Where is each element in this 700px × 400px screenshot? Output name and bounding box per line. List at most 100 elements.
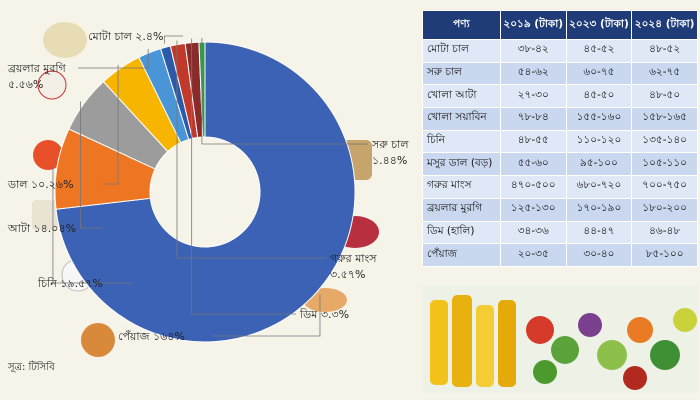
table-cell: ডিম (হালি) — [422, 220, 501, 245]
table-cell: ৯৫-১০০ — [565, 152, 633, 177]
leader-line — [103, 64, 119, 185]
table-cell: গরুর মাংস — [422, 175, 501, 199]
slice-name: মোটা চাল — [88, 30, 133, 43]
table-row: চিনি ৪৮-৫৫ ১১০-১২০ ১৩৫-১৪০ — [422, 129, 698, 154]
slice-name: গরুর মাংস — [330, 252, 377, 265]
table-cell: ১২৫-১৩০ — [499, 197, 567, 222]
leader-line — [78, 48, 149, 69]
table-row: ডিম (হালি) ৩৪-৩৬ ৪৪-৪৭ ৪৬-৪৮ — [422, 220, 698, 245]
table-cell: ৪৮-৫০ — [631, 84, 698, 109]
slice — [55, 41, 356, 343]
table-cell: ১০৫-১১০ — [631, 152, 698, 177]
oil-bottle — [498, 300, 516, 387]
table-cell: খোলা আটা — [422, 84, 501, 109]
table-cell: ৪৮-৫২ — [631, 39, 698, 63]
table-row: পেঁয়াজ ২০-৩৫ ৩০-৪০ ৮৫-১০০ — [422, 243, 698, 267]
table-cell: ৩০-৪০ — [565, 243, 633, 267]
slice-value: ১৬৪% — [153, 330, 185, 343]
slice-value: ৫.৫৬% — [8, 78, 43, 91]
table-cell: খোলা সয়াবিন — [422, 107, 501, 131]
table-cell: ১১০-১২০ — [565, 129, 633, 154]
table-cell: মসুর ডাল (বড়) — [422, 152, 501, 177]
table-row: খোলা সয়াবিন ৭৮-৮৪ ১৫৫-১৬০ ১৫৮-১৬৫ — [422, 107, 698, 131]
slice-label: আটা ১৪.০৪% — [7, 222, 76, 235]
table-cell: ২০-৩৫ — [499, 243, 567, 267]
oil-bottle — [452, 295, 472, 387]
slice-label: ব্রয়লার মুরগি ৫.৫৬% — [7, 62, 67, 91]
header-cell: ২০২৩ (টাকা) — [565, 10, 633, 40]
slice-name: ব্রয়লার মুরগি — [7, 62, 67, 75]
slice-name: ডাল — [7, 178, 28, 191]
table-cell: ৬২-৭৫ — [631, 61, 698, 86]
table-row: সরু চাল ৫৪-৬২ ৬০-৭৫ ৬২-৭৫ — [422, 61, 698, 86]
slice-value: ৩.৫৭% — [330, 268, 365, 281]
table-cell: ৭৮-৮৪ — [499, 107, 567, 131]
table-cell: ৩৪-৩৬ — [499, 220, 567, 245]
table-row: খোলা আটা ২৭-৩০ ৪৫-৫০ ৪৮-৫০ — [422, 84, 698, 109]
tomato — [526, 316, 554, 344]
table-cell: চিনি — [422, 129, 501, 154]
slice-label: মোটা চাল ২.৪% — [88, 30, 164, 43]
table-cell: ১৫৮-১৬৫ — [631, 107, 698, 131]
header-cell: ২০১৯ (টাকা) — [499, 10, 567, 40]
leader-line — [213, 294, 321, 337]
slice-value: ১৪.০৪% — [34, 222, 77, 235]
slice-label: ডাল ১০.২৬% — [7, 178, 74, 191]
slice-label: গরুর মাংস ৩.৫৭% — [330, 252, 377, 281]
oil-bottle — [430, 300, 448, 385]
produce-illustration — [422, 285, 698, 393]
vegetable — [533, 360, 557, 384]
carrot — [627, 317, 653, 343]
table-row: ব্রয়লার মুরগি ১২৫-১৩০ ১৭০-১৯০ ১৮০-২০০ — [422, 197, 698, 222]
slice-value: ২.৪% — [135, 30, 163, 43]
slice-name: চিনি — [37, 277, 57, 290]
vegetable — [623, 366, 647, 390]
table-cell: ৫৫-৬০ — [499, 152, 567, 177]
table-cell: ৪৬-৪৮ — [631, 220, 698, 245]
vegetable — [597, 340, 627, 370]
leader-line — [164, 35, 183, 44]
table-cell: ৪৪-৪৭ — [565, 220, 633, 245]
slice-name: আটা — [7, 222, 31, 235]
header-cell: ২০২৪ (টাকা) — [631, 10, 698, 40]
lentil-icon — [33, 140, 63, 170]
slice-label: সরু চাল ১.৪৪% — [371, 138, 409, 167]
table-cell: ১৭০-১৯০ — [565, 197, 633, 222]
vegetable — [673, 308, 697, 332]
table-row: মসুর ডাল (বড়) ৫৫-৬০ ৯৫-১০০ ১০৫-১১০ — [422, 152, 698, 177]
onion-icon — [81, 323, 115, 357]
table-cell: ১৫৫-১৬০ — [565, 107, 633, 131]
leader-line — [52, 167, 133, 284]
price-table: পণ্য ২০১৯ (টাকা) ২০২৩ (টাকা) ২০২৪ (টাকা) মো… — [422, 10, 698, 267]
slice-label: পেঁয়াজ ১৬৪% — [118, 329, 185, 343]
slice-name: ডিম — [299, 308, 318, 321]
slice-value: ৩.৩% — [321, 308, 349, 321]
flour-icon — [32, 200, 58, 230]
table-cell: ৪৮-৫৫ — [499, 129, 567, 154]
table-cell: ৬০-৭৫ — [565, 61, 633, 86]
leader-line — [80, 101, 103, 229]
eggplant — [578, 313, 602, 337]
table-cell: ৩৮-৪২ — [499, 39, 567, 63]
header-cell: পণ্য — [422, 10, 501, 40]
table-cell: মোটা চাল — [422, 39, 501, 63]
table-cell: ৮৫-১০০ — [631, 243, 698, 267]
leader-line — [201, 38, 368, 145]
slice-value: ১.৪৪% — [372, 154, 407, 167]
oil-bottle — [476, 305, 494, 387]
table-row: মোটা চাল ৩৮-৪২ ৪৫-৫২ ৪৮-৫২ — [422, 39, 698, 63]
vegetable — [551, 336, 579, 364]
slice-value: ১৯.৫৭% — [60, 277, 103, 290]
table-row: গরুর মাংস ৪৭০-৫০০ ৬৮০-৭২০ ৭০০-৭৫০ — [422, 175, 698, 199]
table-cell: ৭০০-৭৫০ — [631, 175, 698, 199]
table-cell: সরু চাল — [422, 61, 501, 86]
table-cell: ৪৫-৫২ — [565, 39, 633, 63]
table-cell: পেঁয়াজ — [422, 243, 501, 267]
slice-name: পেঁয়াজ — [118, 329, 150, 343]
table-cell: ব্রয়লার মুরগি — [422, 197, 501, 222]
table-cell: ৫৪-৬২ — [499, 61, 567, 86]
table-cell: ১৩৫-১৪০ — [631, 129, 698, 154]
slice-name: সরু চাল — [371, 138, 409, 151]
